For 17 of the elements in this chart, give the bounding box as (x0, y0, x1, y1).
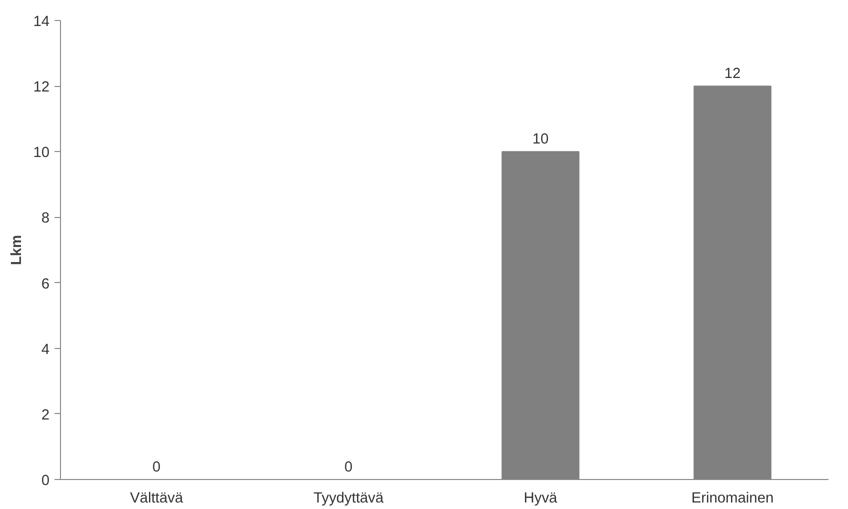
data-label: 10 (532, 132, 549, 148)
y-axis-title: Lkm (9, 234, 26, 266)
x-tick-label: Tyydyttävä (313, 490, 384, 506)
y-tick-label: 14 (33, 14, 50, 30)
y-tick-label: 10 (33, 145, 50, 162)
x-tick-label: Erinomainen (691, 490, 774, 506)
data-label: 0 (152, 460, 161, 476)
y-tick-label: 0 (41, 473, 50, 489)
x-tick-label: Välttävä (130, 490, 184, 506)
y-tick-label: 6 (41, 276, 50, 292)
data-label: 12 (724, 66, 741, 82)
data-label: 0 (344, 460, 353, 476)
y-tick-label: 2 (41, 407, 50, 424)
y-tick-label: 4 (41, 342, 50, 358)
y-tick-label: 8 (41, 210, 50, 227)
x-tick-label: Hyvä (524, 490, 558, 506)
y-tick-label: 12 (33, 80, 50, 96)
